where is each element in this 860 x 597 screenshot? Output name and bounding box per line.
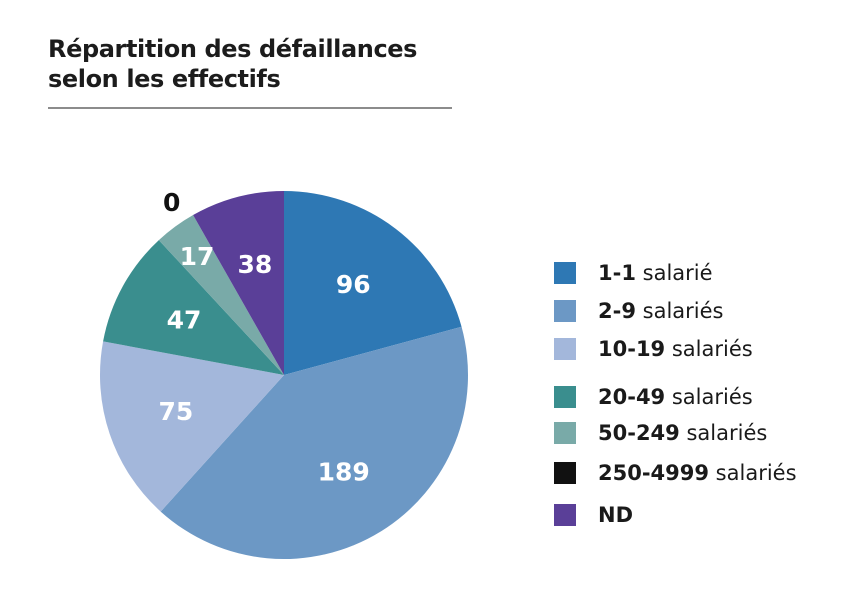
legend-unit: salariés <box>635 299 724 323</box>
legend-label: 20-49 salariés <box>598 385 753 409</box>
pie-slice-20-49 <box>103 240 285 375</box>
legend-item-20-49: 20-49 salariés <box>554 382 854 412</box>
legend-unit: salariés <box>709 461 797 485</box>
pie-slice-10-19 <box>99 341 284 512</box>
legend-label: ND <box>598 503 633 527</box>
legend-label: 250-4999 salariés <box>598 461 797 485</box>
pie-slice-2-9 <box>160 326 469 560</box>
legend-range: 10-19 <box>598 337 666 361</box>
pie-slice-1-1 <box>284 191 462 375</box>
pie-label-10-19: 75 <box>159 397 194 426</box>
chart-title-line-1: Répartition des défaillances <box>48 35 418 63</box>
legend-swatch <box>554 262 576 284</box>
pie-labels: 96 189 75 47 170 38 <box>159 188 371 487</box>
legend-item-10-19: 10-19 salariés <box>554 334 854 364</box>
legend-item-1-1: 1-1 salarié <box>554 258 854 288</box>
pie-slices <box>99 191 469 560</box>
legend-unit: salariés <box>665 385 753 409</box>
title-divider <box>48 107 452 109</box>
chart-title-line-2: selon les effectifs <box>48 65 281 93</box>
legend-swatch <box>554 504 576 526</box>
pie-label-250-4999: 0 <box>163 188 180 217</box>
legend-item-nd: ND <box>554 500 854 530</box>
legend-label: 10-19 salariés <box>598 337 753 361</box>
legend-range: 250-4999 <box>598 461 709 485</box>
pie-label-50-249: 17 <box>180 242 215 271</box>
legend-range: 2-9 <box>598 299 636 323</box>
legend-label: 1-1 salarié <box>598 261 713 285</box>
legend-range: ND <box>598 503 634 527</box>
legend-unit: salarié <box>635 261 713 285</box>
legend-item-250-4999: 250-4999 salariés <box>554 458 854 488</box>
legend-label: 2-9 salariés <box>598 299 723 323</box>
legend-item-50-249: 50-249 salariés <box>554 418 854 448</box>
legend-swatch <box>554 462 576 484</box>
legend-label: 50-249 salariés <box>598 421 767 445</box>
legend-range: 20-49 <box>598 385 666 409</box>
legend-swatch <box>554 386 576 408</box>
legend-swatch <box>554 422 576 444</box>
legend-unit: salariés <box>679 421 768 445</box>
pie-label-20-49: 47 <box>167 305 202 334</box>
pie-label-1-1: 96 <box>336 270 371 299</box>
legend-swatch <box>554 338 576 360</box>
pie-label-nd: 38 <box>237 250 272 279</box>
chart-title: Répartition des défaillances selon les e… <box>48 34 468 94</box>
legend-item-2-9: 2-9 salariés <box>554 296 854 326</box>
legend-swatch <box>554 300 576 322</box>
legend-range: 1-1 <box>598 261 636 285</box>
pie-slice-nd <box>193 191 284 375</box>
pie-slice-50-249 <box>158 215 284 375</box>
pie-label-2-9: 189 <box>318 458 370 487</box>
legend-unit: salariés <box>665 337 753 361</box>
legend-range: 50-249 <box>598 421 680 445</box>
